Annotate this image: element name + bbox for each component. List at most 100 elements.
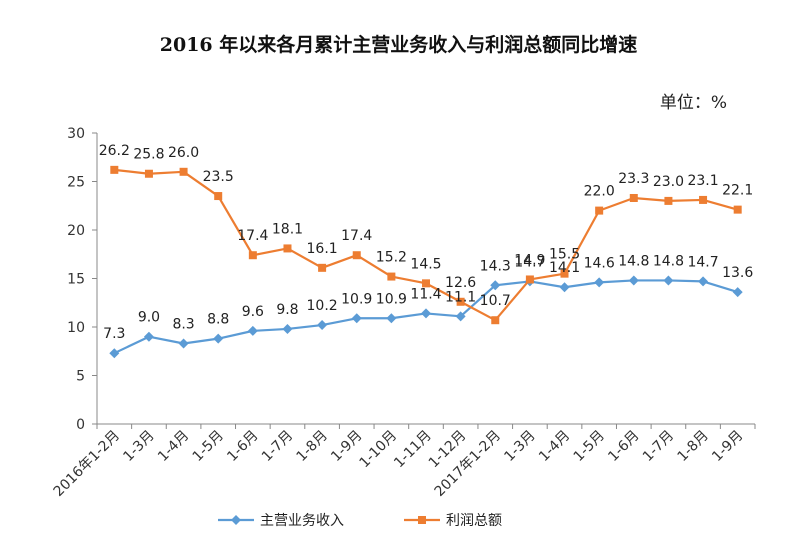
series-1-point (386, 313, 397, 324)
series-2-point (387, 272, 396, 281)
x-tick-label: 2016年1-2月 (51, 428, 123, 500)
series-2-data-label: 16.1 (307, 241, 338, 257)
series-2-data-label: 10.7 (480, 293, 511, 309)
series-1-point (490, 280, 501, 291)
series-1-data-label: 8.8 (207, 312, 229, 328)
series-2-point (733, 205, 742, 214)
series-1-data-label: 10.9 (341, 291, 372, 307)
series-1-point (732, 287, 743, 298)
series-2-point (595, 206, 604, 215)
series-2-data-label: 14.9 (514, 252, 545, 268)
series-1-data-label: 7.3 (103, 326, 125, 342)
series-2-point (214, 192, 223, 201)
series-2-data-label: 23.1 (687, 173, 718, 189)
series-1-data-label: 11.4 (410, 286, 441, 302)
legend-marker-1 (231, 515, 241, 525)
series-2-data-label: 12.6 (445, 275, 476, 291)
series-1-data-label: 14.3 (480, 258, 511, 274)
series-2-point (456, 297, 465, 306)
series-2-data-label: 25.8 (133, 147, 164, 163)
series-1-data-label: 14.7 (514, 254, 545, 270)
series-2-data-label: 15.5 (549, 247, 580, 263)
series-1-point (317, 320, 328, 331)
x-tick-label: 1-4月 (155, 428, 192, 465)
series-1-data-label: 14.7 (687, 254, 718, 270)
series-2-point (144, 169, 153, 178)
x-tick-label: 1-11月 (391, 428, 435, 472)
series-2-data-label: 22.0 (584, 184, 615, 200)
series-2-point (560, 269, 569, 278)
series-layer (109, 165, 743, 359)
series-2-data-label: 26.2 (99, 143, 130, 159)
y-tick-label: 20 (67, 223, 85, 239)
x-tick-label: 1-5月 (571, 428, 608, 465)
series-1-point (455, 311, 466, 322)
legend-label-1: 主营业务收入 (260, 513, 344, 529)
series-1-point (663, 275, 674, 286)
series-2-point (422, 279, 430, 288)
series-2-data-label: 22.1 (722, 183, 753, 199)
legend-label-2: 利润总额 (446, 513, 502, 529)
x-tick-label: 1-5月 (190, 428, 227, 465)
chart-title: 2016 年以来各月累计主营业务收入与利润总额同比增速 (159, 34, 638, 56)
series-1-data-label: 9.8 (276, 302, 298, 318)
x-tick-label: 1-10月 (357, 428, 401, 472)
series-1-data-label: 8.3 (172, 316, 194, 332)
x-tick-label: 1-6月 (224, 428, 261, 465)
series-2-point (179, 167, 188, 176)
x-tick-label: 1-4月 (536, 428, 573, 465)
series-2-point (318, 263, 327, 272)
y-tick-label: 5 (76, 369, 85, 385)
series-1-data-label: 9.6 (242, 304, 264, 320)
x-tick-label: 1-9月 (709, 428, 746, 465)
series-1-point (421, 308, 431, 319)
series-2-point (664, 196, 673, 205)
y-tick-label: 10 (67, 320, 85, 336)
series-1-point (109, 348, 120, 359)
series-2-data-label: 23.5 (203, 169, 234, 185)
series-1-data-label: 14.1 (549, 260, 580, 276)
x-tick-label: 1-7月 (259, 428, 296, 465)
series-1-point (143, 331, 154, 342)
series-1-point (282, 323, 293, 334)
series-1-data-label: 11.1 (445, 289, 476, 305)
series-1-point (559, 282, 570, 293)
series-2-point (110, 165, 119, 174)
series-1-data-label: 10.9 (376, 291, 407, 307)
x-tick-label: 1-3月 (120, 428, 157, 465)
legend-marker-2 (418, 516, 426, 524)
series-2-point (283, 244, 292, 253)
series-1-point (351, 313, 362, 324)
series-1-data-label: 14.8 (653, 253, 684, 269)
unit-label: 单位：% (659, 93, 727, 113)
series-2-point (352, 251, 361, 260)
series-2-data-label: 14.5 (410, 256, 441, 272)
series-1-point (213, 333, 224, 344)
series-2-point (629, 193, 638, 202)
y-tick-label: 15 (67, 272, 85, 288)
series-1-data-label: 14.6 (584, 255, 615, 271)
data-labels: 7.39.0 8.3 8.8 9.6 9.8 10.2 10.9 10.9 11.4 11.114… (99, 143, 754, 342)
series-2-point (491, 316, 500, 325)
x-tick-label: 1-8月 (674, 428, 711, 465)
y-tick-label: 25 (67, 175, 85, 191)
x-tick-label: 1-3月 (501, 428, 538, 465)
series-2-point (248, 251, 257, 260)
series-1-point (178, 338, 189, 349)
series-2-data-label: 23.3 (618, 171, 649, 187)
series-1-data-label: 13.6 (722, 265, 753, 281)
series-1-data-label: 14.8 (618, 253, 649, 269)
x-tick-label: 1-6月 (605, 428, 642, 465)
series-2-point (525, 275, 534, 284)
series-2-data-label: 17.4 (237, 228, 268, 244)
series-2-data-label: 23.0 (653, 174, 684, 190)
series-2-data-label: 18.1 (272, 221, 303, 237)
y-tick-label: 0 (76, 417, 85, 433)
y-tick-label: 30 (67, 126, 85, 142)
series-1-point (698, 276, 709, 287)
series-2-data-label: 15.2 (376, 250, 407, 266)
x-tick-label: 1-7月 (640, 428, 677, 465)
x-tick-label: 1-8月 (294, 428, 331, 465)
series-2-point (699, 195, 708, 204)
